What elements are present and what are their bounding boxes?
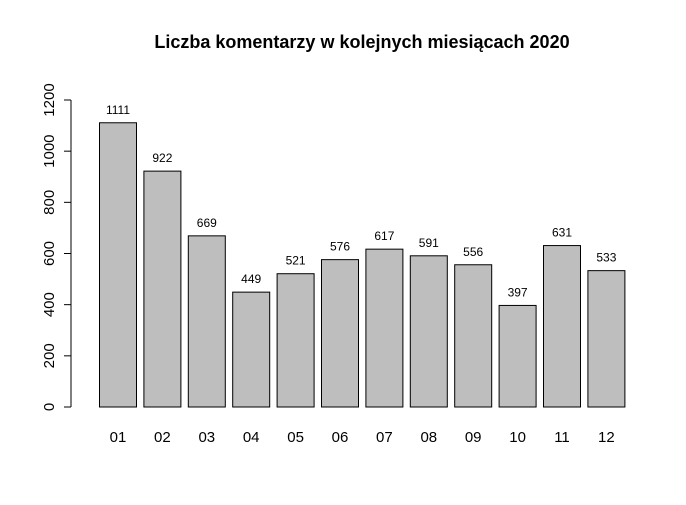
y-tick-label: 600	[41, 241, 58, 266]
data-label-09: 556	[463, 245, 483, 259]
data-label-08: 591	[419, 236, 439, 250]
x-tick-label-12: 12	[598, 429, 615, 446]
data-label-04: 449	[241, 272, 261, 286]
bar-02	[143, 170, 182, 408]
x-tick-labels: 01 02 03 04 05 06 07 08 09 10 11 12	[110, 429, 615, 446]
bar-05	[276, 273, 315, 408]
bar-06	[321, 259, 359, 408]
x-tick-label-01: 01	[110, 429, 127, 446]
data-label-02: 922	[152, 151, 172, 165]
bar-03	[187, 235, 226, 408]
data-label-07: 617	[374, 229, 394, 243]
y-tick-label: 0	[41, 403, 58, 411]
chart-title: Liczba komentarzy w kolejnych miesiącach…	[154, 32, 569, 52]
bar-08	[409, 255, 448, 408]
bar-04	[232, 291, 271, 408]
x-tick-label-09: 09	[465, 429, 482, 446]
data-label-10: 397	[508, 285, 528, 299]
x-tick-label-11: 11	[554, 429, 570, 446]
y-tick-label: 400	[41, 292, 58, 317]
data-label-06: 576	[330, 240, 350, 254]
x-tick-label-07: 07	[376, 429, 393, 446]
x-tick-label-05: 05	[287, 429, 304, 446]
x-tick-label-03: 03	[198, 429, 215, 446]
x-tick-label-08: 08	[420, 429, 437, 446]
y-tick-label: 1200	[41, 83, 58, 116]
data-label-03: 669	[197, 216, 217, 230]
y-axis: 0 200 400 600 800 1000 1200	[41, 83, 72, 411]
x-tick-label-02: 02	[154, 429, 171, 446]
x-tick-label-10: 10	[509, 429, 526, 446]
bar-11	[543, 245, 581, 408]
y-tick-label: 200	[41, 343, 58, 368]
data-label-12: 533	[596, 251, 616, 265]
data-label-11: 631	[552, 226, 572, 240]
bar-01	[99, 122, 137, 408]
data-label-05: 521	[286, 254, 306, 268]
y-tick-label: 1000	[41, 134, 58, 167]
data-label-01: 1111	[106, 103, 130, 117]
x-tick-label-04: 04	[243, 429, 260, 446]
bar-10	[498, 304, 537, 408]
bars-group: 1111 922 669 449 521 576 617 591 556 397 631 533	[99, 103, 626, 408]
bar-09	[454, 264, 493, 408]
y-tick-label: 800	[41, 190, 58, 215]
bar-12	[587, 270, 626, 408]
x-tick-label-06: 06	[332, 429, 349, 446]
bar-07	[365, 248, 404, 408]
